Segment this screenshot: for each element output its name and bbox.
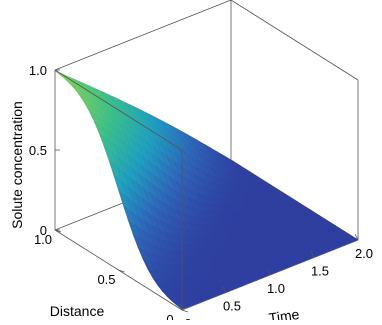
y-tick <box>310 251 315 258</box>
z-tick-label: 0 <box>40 223 47 238</box>
z-tick-label: 0.5 <box>29 143 47 158</box>
surface-patch <box>176 302 190 310</box>
z-axis-label: Solute concentration <box>9 101 25 229</box>
surface-mesh <box>54 70 359 310</box>
box-edge <box>54 69 183 151</box>
y-tick <box>178 303 183 311</box>
box-edge <box>54 0 232 71</box>
x-axis-label: Distance <box>50 303 105 319</box>
y-tick <box>354 233 359 241</box>
y-tick-label: 2.0 <box>355 246 373 261</box>
z-tick-label: 1.0 <box>29 63 47 78</box>
x-tick-label: 1.0 <box>34 232 52 247</box>
y-tick-label: 1.5 <box>311 264 329 279</box>
y-tick <box>266 268 271 276</box>
x-tick-label: 0 <box>166 312 173 320</box>
y-tick-label: 0 <box>184 316 191 320</box>
y-tick <box>222 286 227 293</box>
y-axis-label: Time <box>268 306 301 320</box>
box-edge <box>230 0 359 81</box>
x-tick <box>118 269 125 273</box>
x-tick-label: 0.5 <box>97 272 115 287</box>
x-tick <box>54 229 62 233</box>
y-tick-label: 1.0 <box>267 281 285 296</box>
x-tick <box>181 309 189 313</box>
y-tick-label: 0.5 <box>223 299 241 314</box>
